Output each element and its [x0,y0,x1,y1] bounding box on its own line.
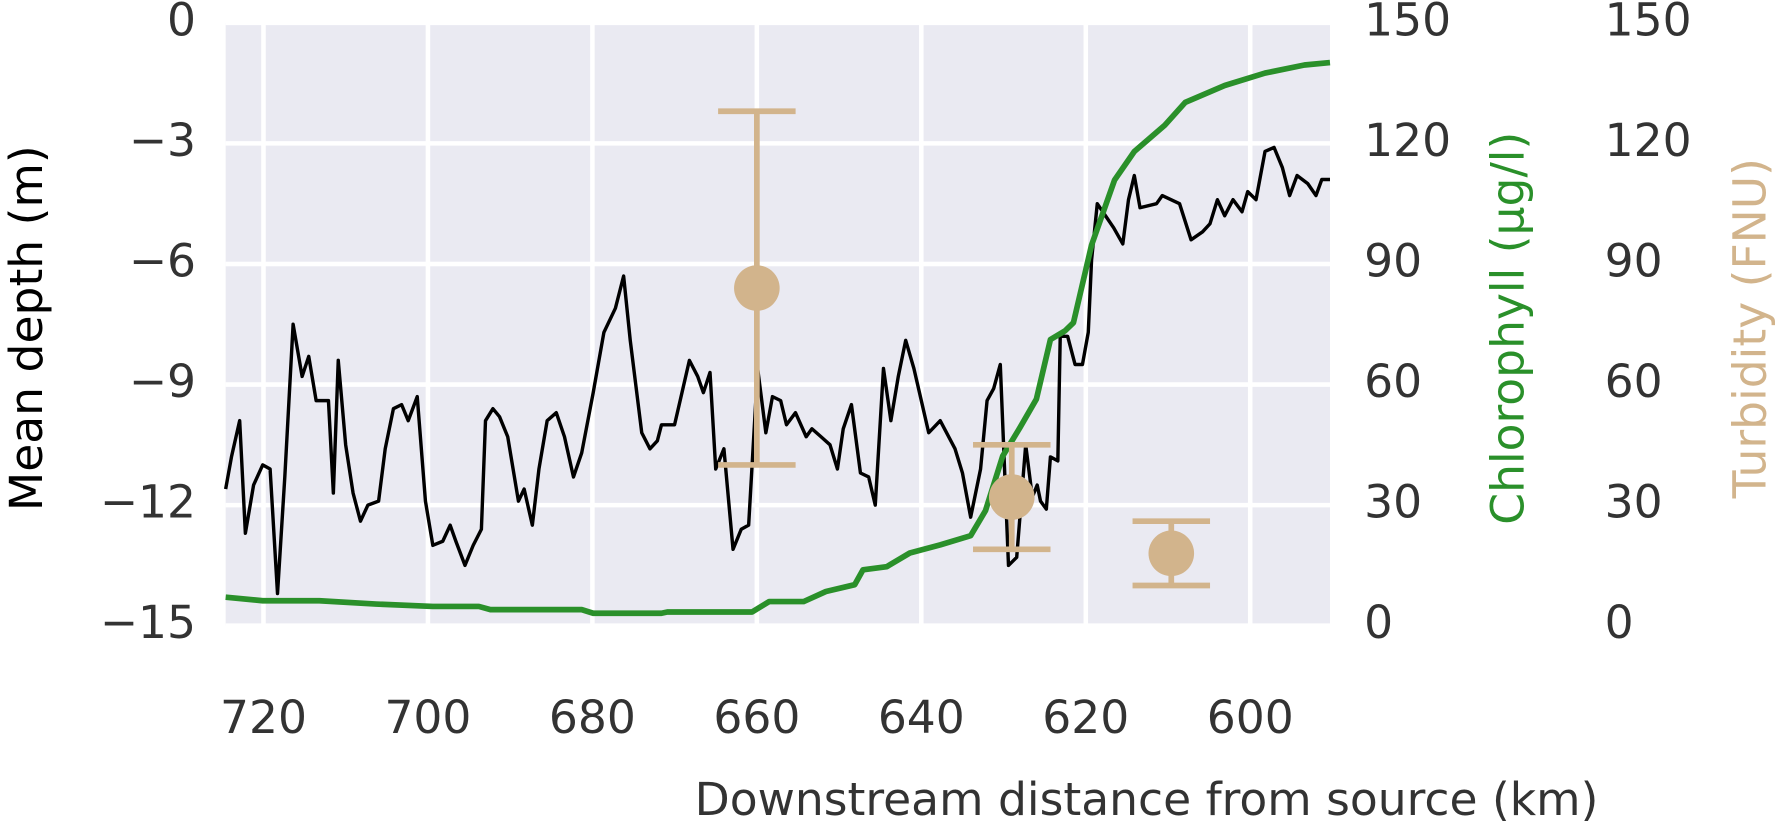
y3-tick-label: 0 [1605,596,1634,649]
y-axis-label: Mean depth (m) [0,145,53,511]
point [1148,530,1195,577]
x-tick-label: 620 [1042,691,1129,744]
y3-tick-label: 90 [1605,234,1663,287]
y3-tick-label: 30 [1605,476,1663,529]
y-tick-label: −15 [100,596,196,649]
plot-background [225,22,1330,626]
x-tick-label: 660 [713,691,800,744]
x-tick-label: 700 [384,691,471,744]
point [988,474,1035,520]
y2-tick-label: 120 [1364,114,1451,167]
x-tick-label: 600 [1207,691,1294,744]
y-tick-label: −3 [129,114,196,167]
x-tick-label: 720 [220,691,307,744]
y2-tick-label: 90 [1364,234,1422,287]
point [734,265,780,311]
line [223,145,1330,596]
x-axis-label: Downstream distance from source (km) [695,773,1599,826]
y-tick-label: −9 [129,355,196,408]
y3-tick-label: 150 [1605,0,1692,46]
x-tick-label: 640 [878,691,965,744]
y2-axis-label: Chlorophyll (µg/l) [1482,132,1535,525]
y3-tick-label: 120 [1605,114,1692,167]
y2-tick-label: 30 [1364,476,1422,529]
y3-tick-label: 60 [1605,355,1663,408]
line [225,59,1331,617]
y2-tick-label: 0 [1364,596,1393,649]
y2-tick-label: 60 [1364,355,1422,408]
y-tick-label: −12 [100,476,196,529]
x-tick-label: 680 [549,691,636,744]
y-tick-label: 0 [167,0,196,46]
y-tick-label: −6 [129,234,196,287]
y3-axis-label: Turbidity (FNU) [1723,158,1776,499]
y2-tick-label: 150 [1364,0,1451,46]
